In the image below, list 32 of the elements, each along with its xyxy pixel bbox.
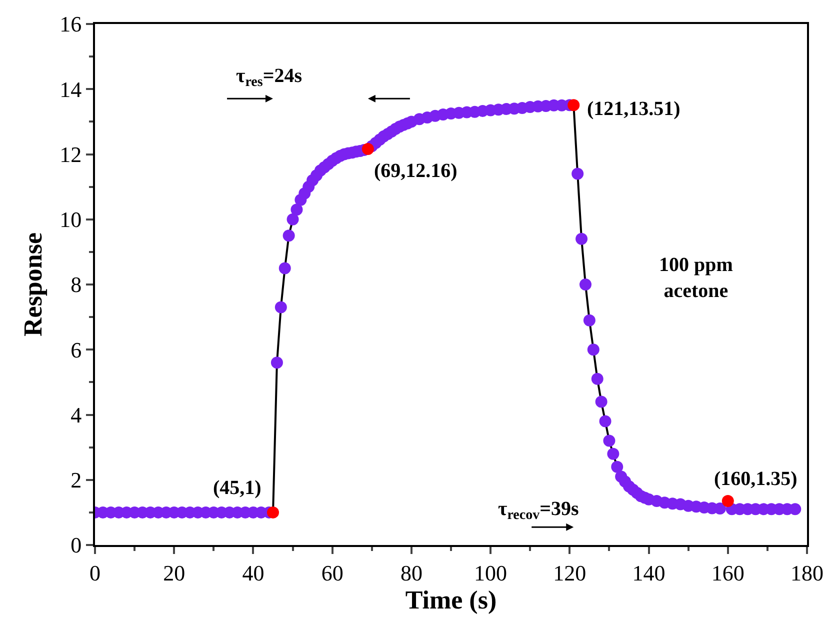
- y-tick-label: 12: [60, 142, 82, 167]
- y-tick-label: 2: [70, 468, 82, 493]
- y-tick-label: 4: [70, 402, 82, 428]
- annotation: 100 ppm acetone: [659, 254, 734, 302]
- x-tick-label: 180: [790, 560, 824, 586]
- x-tick-label: 20: [163, 560, 186, 586]
- x-tick-label: 40: [242, 560, 264, 586]
- x-tick-label: 140: [632, 560, 666, 586]
- y-tick-label: 6: [70, 337, 82, 362]
- point: [722, 495, 734, 508]
- annotation: τ$_{recov}$=39s: [498, 498, 580, 524]
- x-axis-title: Time (s): [405, 585, 497, 614]
- y-tick-label: 10: [60, 207, 82, 232]
- y-axis-title: Response: [18, 232, 48, 337]
- x-tick-label: 160: [711, 560, 744, 586]
- x-tick-label: 60: [321, 560, 344, 586]
- annotation: (121,13.51): [587, 98, 680, 120]
- y-tick-label: 8: [70, 272, 82, 298]
- x-tick-label: 100: [474, 560, 508, 586]
- y-tick-label: 14: [60, 76, 82, 102]
- x-tick-label: 80: [400, 560, 422, 586]
- x-tick-label: 0: [90, 560, 100, 586]
- annotation: (160,1.35): [714, 468, 798, 490]
- y-tick-label: 0: [70, 532, 82, 558]
- x-tick-label: 120: [553, 560, 586, 586]
- point: [362, 143, 374, 156]
- point: [267, 506, 279, 518]
- annotation: τ$_{res}$=24s: [236, 65, 302, 90]
- annotation: (69,12.16): [374, 160, 458, 182]
- point: [568, 99, 580, 112]
- y-tick-label: 16: [60, 12, 82, 37]
- annotation: (45,1): [213, 477, 262, 499]
